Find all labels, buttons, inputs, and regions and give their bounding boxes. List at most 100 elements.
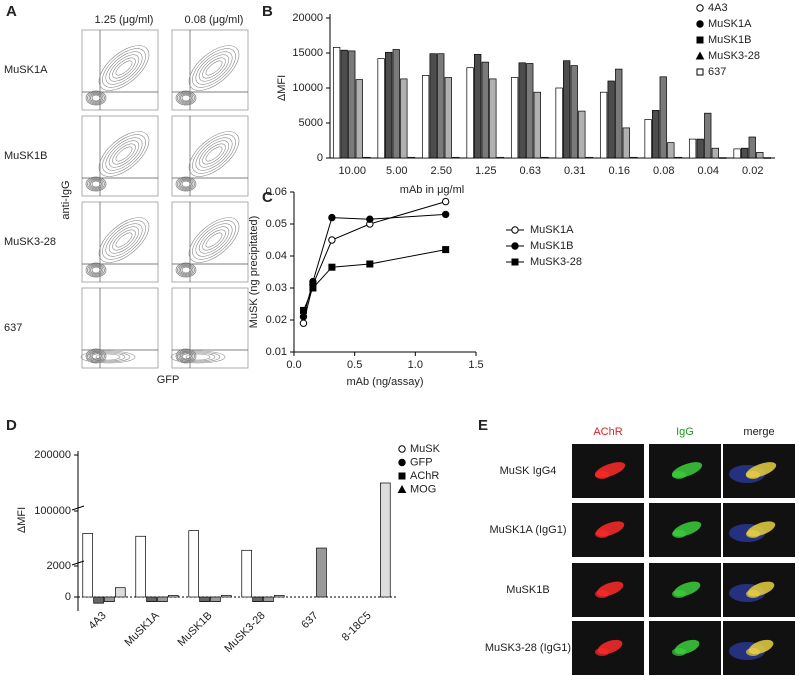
plot-frame	[81, 29, 159, 111]
contour	[112, 143, 136, 165]
bar	[332, 47, 341, 159]
bar	[407, 156, 416, 159]
legend-label: MuSK1B	[530, 240, 573, 252]
marker	[366, 260, 374, 268]
contour	[175, 262, 197, 278]
contour	[178, 92, 194, 104]
x-tick-label: 1.0	[408, 359, 423, 371]
bar	[135, 535, 146, 598]
y-axis-label: anti-IgG	[60, 180, 72, 219]
marker	[328, 213, 336, 222]
bar	[741, 147, 749, 159]
plot-frame	[81, 115, 159, 197]
bar	[659, 76, 667, 159]
x-tick-label: 5.00	[386, 165, 407, 177]
line	[302, 213, 446, 317]
contour	[205, 60, 223, 76]
contour	[192, 220, 236, 260]
bar	[496, 156, 505, 159]
marker	[309, 277, 317, 286]
bar	[541, 156, 549, 159]
y-tick-label: 2000	[47, 560, 71, 572]
x-tick-label: 4A3	[86, 610, 108, 632]
contour	[98, 217, 150, 263]
contour	[175, 348, 197, 364]
legend-label: MuSK1B	[708, 34, 751, 46]
x-axis-label: mAb (ng/assay)	[346, 376, 423, 388]
bar	[481, 61, 489, 159]
staining	[672, 648, 686, 656]
contour	[98, 131, 150, 177]
marker	[441, 210, 450, 219]
bar	[489, 78, 497, 159]
column-header: merge	[743, 426, 774, 438]
contour	[195, 137, 233, 171]
bar	[241, 549, 252, 598]
panel-label: E	[478, 417, 488, 434]
marker	[398, 458, 406, 467]
contour	[202, 229, 226, 251]
contour	[181, 266, 191, 274]
marker	[299, 319, 308, 327]
y-tick-label: 100000	[34, 505, 71, 517]
bar	[644, 119, 652, 159]
marker	[299, 313, 308, 321]
x-axis-label: mAb in μg/ml	[400, 184, 464, 196]
bar	[168, 595, 179, 598]
bar	[474, 54, 482, 159]
contour	[105, 223, 143, 257]
contour	[181, 94, 191, 102]
marker	[511, 242, 519, 250]
staining	[746, 590, 760, 598]
bar	[437, 53, 445, 159]
bar	[652, 110, 660, 159]
column-header: 1.25 (μg/ml)	[95, 14, 154, 26]
y-tick-label: 0	[317, 152, 323, 164]
legend-label: 637	[708, 66, 726, 78]
staining	[595, 648, 609, 656]
bar	[355, 79, 363, 159]
x-tick-label: 0.16	[609, 165, 630, 177]
bar	[555, 87, 563, 159]
contour	[202, 57, 226, 79]
legend-label: 4A3	[708, 2, 728, 14]
row-label: MuSK1B	[4, 150, 47, 162]
contour	[98, 45, 150, 91]
contour	[198, 226, 230, 254]
marker	[695, 51, 705, 60]
staining	[672, 471, 686, 479]
contour	[177, 263, 195, 277]
y-tick-label: 0.03	[266, 282, 287, 294]
contour	[88, 264, 104, 276]
contour	[85, 351, 131, 363]
contour	[90, 93, 102, 103]
contour	[80, 350, 136, 364]
bar	[667, 142, 675, 159]
marker	[328, 236, 336, 244]
axis-break	[71, 560, 85, 566]
bar	[340, 49, 348, 159]
row-label: MuSK3-28	[4, 236, 56, 248]
bar	[252, 596, 263, 603]
line	[303, 249, 446, 311]
y-tick-label: 5000	[299, 117, 323, 129]
bar	[526, 63, 534, 159]
marker	[696, 20, 704, 28]
staining	[746, 648, 760, 656]
column-header: 0.08 (μg/ml)	[185, 14, 244, 26]
plot-frame	[81, 287, 159, 369]
x-tick-label: 2.50	[431, 165, 452, 177]
y-tick-label: 200000	[34, 449, 71, 461]
contour	[198, 54, 230, 82]
bar	[316, 547, 327, 598]
flow-plot	[171, 115, 249, 197]
contour	[195, 223, 233, 257]
contour	[108, 140, 140, 168]
legend-label: MuSK1A	[530, 224, 574, 236]
panel-label: B	[262, 3, 273, 20]
axis-break	[71, 505, 85, 511]
contour	[177, 91, 195, 105]
y-tick-label: 0	[65, 591, 71, 603]
contour	[112, 229, 136, 251]
row-label: MuSK IgG4	[500, 465, 557, 477]
